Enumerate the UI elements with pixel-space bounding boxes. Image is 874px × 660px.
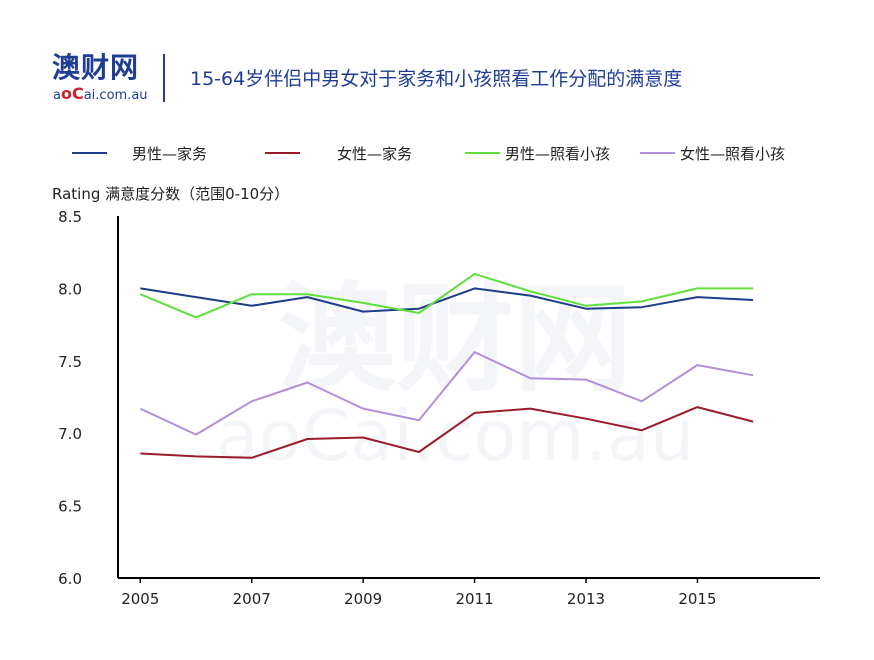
logo-en-rest: ai.com.au: [83, 88, 148, 103]
x-tick-label: 2005: [121, 590, 159, 608]
series-line-3: [139, 272, 754, 319]
aocai-logo: 澳财网 aoCai.com.au: [52, 52, 152, 108]
y-axis-label: Rating 满意度分数（范围0-10分）: [52, 185, 289, 203]
x-tick-label: 2013: [567, 590, 605, 608]
x-tick-label: 2007: [233, 590, 271, 608]
axes: 6.0 6.5 7.0 7.5 8.0 8.5 2005 2007 2009 2011 2013 20…: [58, 208, 820, 608]
y-tick-label: 8.0: [58, 280, 82, 298]
legend-label-4: 女性—照看小孩: [680, 145, 785, 163]
series-line-2: [140, 406, 754, 459]
y-tick-label: 6.5: [58, 498, 82, 516]
series-line-4: [139, 351, 754, 436]
legend: 男性—家务 女性—家务 男性—照看小孩 女性—照看小孩: [72, 145, 785, 163]
logo-en-a: a: [53, 88, 61, 103]
logo-en-c: C: [71, 84, 84, 103]
legend-label-1: 男性—家务: [132, 145, 207, 163]
legend-label-3: 男性—照看小孩: [505, 145, 610, 163]
watermark: 澳财网 aoCai.com.au: [216, 270, 694, 477]
chart-title: 15-64岁伴侣中男女对于家务和小孩照看工作分配的满意度: [190, 68, 683, 90]
y-tick-label: 7.5: [58, 353, 82, 371]
series-line-1: [140, 287, 754, 313]
watermark-en: aoCai.com.au: [216, 395, 694, 477]
legend-label-2: 女性—家务: [337, 145, 412, 163]
logo-chinese-text: 澳财网: [52, 51, 140, 84]
logo-en-o: o: [60, 84, 72, 103]
y-tick-label: 8.5: [58, 208, 82, 226]
y-tick-label: 6.0: [58, 570, 82, 588]
x-tick-label: 2011: [455, 590, 493, 608]
watermark-cn: 澳财网: [278, 270, 632, 408]
logo-english-text: aoCai.com.au: [53, 86, 148, 104]
series-lines: [139, 272, 754, 459]
y-tick-label: 7.0: [58, 425, 82, 443]
x-tick-label: 2009: [344, 590, 382, 608]
x-tick-label: 2015: [678, 590, 716, 608]
header-divider: [163, 54, 165, 102]
